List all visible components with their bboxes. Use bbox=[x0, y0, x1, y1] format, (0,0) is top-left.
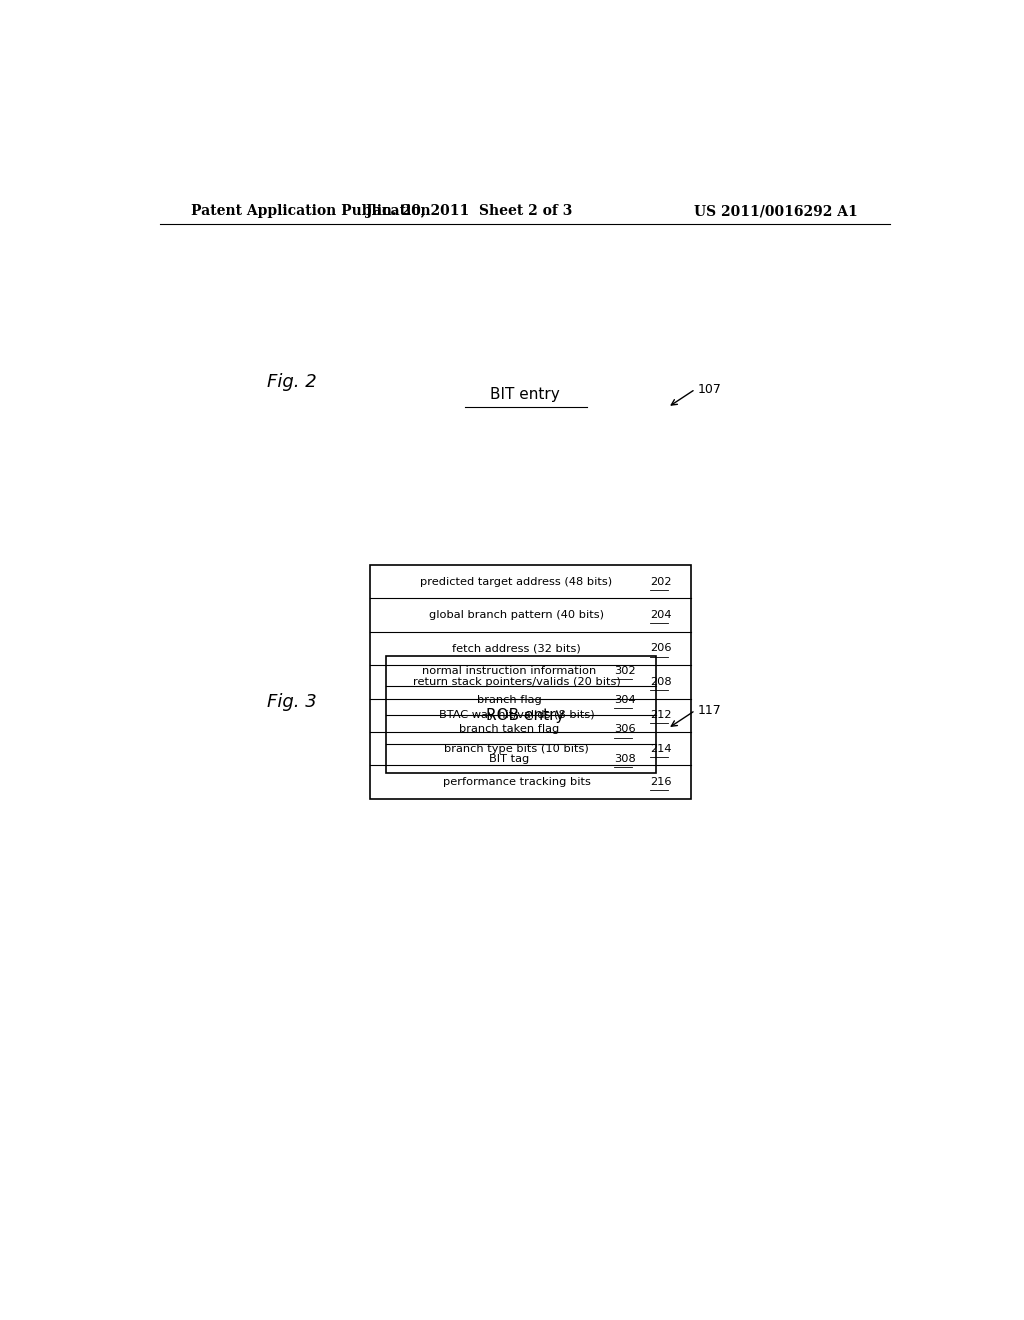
Text: global branch pattern (40 bits): global branch pattern (40 bits) bbox=[429, 610, 604, 620]
Text: BIT entry: BIT entry bbox=[489, 387, 560, 401]
Bar bbox=[370, 565, 691, 799]
Text: predicted target address (48 bits): predicted target address (48 bits) bbox=[421, 577, 612, 586]
Text: Patent Application Publication: Patent Application Publication bbox=[191, 205, 431, 218]
Text: US 2011/0016292 A1: US 2011/0016292 A1 bbox=[694, 205, 858, 218]
Text: 206: 206 bbox=[650, 643, 672, 653]
Text: branch type bits (10 bits): branch type bits (10 bits) bbox=[444, 743, 589, 754]
Text: normal instruction information: normal instruction information bbox=[422, 667, 596, 676]
Text: 204: 204 bbox=[650, 610, 672, 620]
Text: 306: 306 bbox=[614, 725, 636, 734]
Text: Jan. 20, 2011  Sheet 2 of 3: Jan. 20, 2011 Sheet 2 of 3 bbox=[366, 205, 572, 218]
Text: branch taken flag: branch taken flag bbox=[459, 725, 559, 734]
Text: 202: 202 bbox=[650, 577, 672, 586]
Text: 212: 212 bbox=[650, 710, 672, 721]
Text: return stack pointers/valids (20 bits): return stack pointers/valids (20 bits) bbox=[413, 677, 621, 686]
Text: Fig. 2: Fig. 2 bbox=[267, 374, 316, 391]
Text: 117: 117 bbox=[697, 704, 722, 717]
Text: 302: 302 bbox=[614, 667, 636, 676]
Text: 308: 308 bbox=[614, 754, 636, 764]
Text: BIT tag: BIT tag bbox=[488, 754, 529, 764]
Text: ROB entry: ROB entry bbox=[485, 708, 564, 723]
Text: BTAC way hit/valids (8 bits): BTAC way hit/valids (8 bits) bbox=[438, 710, 594, 721]
Text: Fig. 3: Fig. 3 bbox=[267, 693, 316, 711]
Text: performance tracking bits: performance tracking bits bbox=[442, 777, 591, 787]
Text: fetch address (32 bits): fetch address (32 bits) bbox=[452, 643, 581, 653]
Text: 107: 107 bbox=[697, 383, 722, 396]
Text: 216: 216 bbox=[650, 777, 672, 787]
Text: 214: 214 bbox=[650, 743, 672, 754]
Text: branch flag: branch flag bbox=[476, 696, 542, 705]
Text: 304: 304 bbox=[614, 696, 636, 705]
Text: 208: 208 bbox=[650, 677, 672, 686]
Bar bbox=[386, 656, 655, 774]
